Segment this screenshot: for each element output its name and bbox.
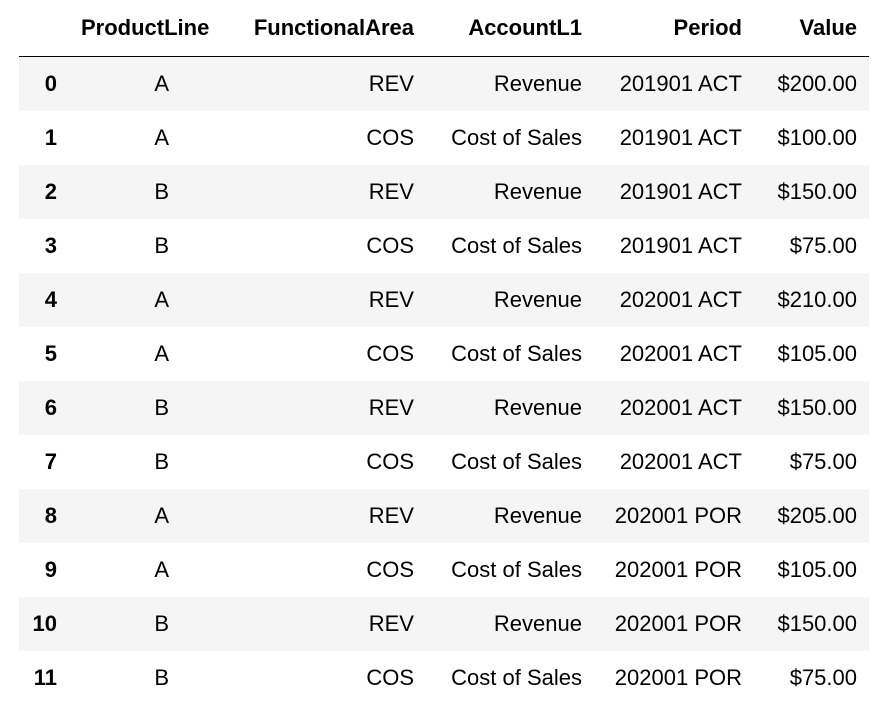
table-row: 3 B COS Cost of Sales 201901 ACT $75.00: [19, 219, 869, 273]
cell-accountl1: Revenue: [493, 70, 582, 96]
table-row: 0 A REV Revenue 201901 ACT $200.00: [19, 56, 869, 111]
cell-accountl1: Revenue: [493, 178, 582, 204]
table-row: 7 B COS Cost of Sales 202001 ACT $75.00: [19, 435, 869, 489]
row-index: 2: [44, 178, 57, 204]
cell-productline: A: [154, 124, 169, 150]
row-index: 6: [44, 394, 57, 420]
row-index: 0: [44, 70, 57, 96]
cell-value: $210.00: [777, 286, 857, 312]
cell-value: $105.00: [777, 556, 857, 582]
cell-period: 202001 POR: [614, 556, 742, 582]
cell-period: 202001 POR: [614, 502, 742, 528]
cell-productline: A: [154, 340, 169, 366]
cell-productline: B: [154, 448, 169, 474]
cell-accountl1: Revenue: [493, 610, 582, 636]
cell-period: 202001 ACT: [619, 394, 742, 420]
cell-accountl1: Cost of Sales: [451, 340, 582, 366]
row-index: 5: [44, 340, 57, 366]
cell-functionalarea: COS: [366, 448, 414, 474]
cell-period: 201901 ACT: [619, 232, 742, 258]
cell-period: 202001 ACT: [619, 340, 742, 366]
cell-productline: A: [154, 286, 169, 312]
cell-accountl1: Cost of Sales: [451, 448, 582, 474]
cell-productline: B: [154, 178, 169, 204]
cell-productline: A: [154, 70, 169, 96]
table-row: 5 A COS Cost of Sales 202001 ACT $105.00: [19, 327, 869, 381]
cell-productline: A: [154, 502, 169, 528]
column-header-accountl1: AccountL1: [426, 0, 594, 57]
cell-productline: A: [154, 556, 169, 582]
cell-functionalarea: COS: [366, 556, 414, 582]
cell-functionalarea: COS: [366, 232, 414, 258]
row-index: 10: [32, 610, 57, 636]
cell-period: 201901 ACT: [619, 178, 742, 204]
cell-functionalarea: REV: [368, 178, 414, 204]
table-row: 4 A REV Revenue 202001 ACT $210.00: [19, 272, 869, 327]
dataframe-output: ProductLine FunctionalArea AccountL1 Per…: [19, 0, 869, 705]
table-row: 9 A COS Cost of Sales 202001 POR $105.00: [19, 543, 869, 597]
column-header-value: Value: [754, 0, 869, 57]
cell-period: 202001 POR: [614, 610, 742, 636]
cell-value: $205.00: [777, 502, 857, 528]
cell-functionalarea: REV: [368, 286, 414, 312]
column-header-functionalarea: FunctionalArea: [221, 0, 426, 57]
cell-value: $105.00: [777, 340, 857, 366]
cell-period: 201901 ACT: [619, 124, 742, 150]
table-row: 8 A REV Revenue 202001 POR $205.00: [19, 488, 869, 543]
row-index: 7: [44, 448, 57, 474]
column-header-productline: ProductLine: [81, 0, 221, 57]
cell-accountl1: Cost of Sales: [451, 556, 582, 582]
cell-value: $150.00: [777, 178, 857, 204]
column-header-period: Period: [594, 0, 754, 57]
cell-value: $75.00: [789, 448, 857, 474]
row-index: 3: [44, 232, 57, 258]
cell-functionalarea: REV: [368, 502, 414, 528]
cell-period: 202001 POR: [614, 664, 742, 690]
table-row: 11 B COS Cost of Sales 202001 POR $75.00: [19, 651, 869, 705]
cell-accountl1: Revenue: [493, 394, 582, 420]
cell-value: $150.00: [777, 610, 857, 636]
table-row: 2 B REV Revenue 201901 ACT $150.00: [19, 164, 869, 219]
cell-accountl1: Revenue: [493, 286, 582, 312]
cell-value: $200.00: [777, 70, 857, 96]
row-index: 8: [44, 502, 57, 528]
table-row: 10 B REV Revenue 202001 POR $150.00: [19, 596, 869, 651]
cell-accountl1: Cost of Sales: [451, 664, 582, 690]
cell-productline: B: [154, 610, 169, 636]
cell-functionalarea: COS: [366, 340, 414, 366]
cell-productline: B: [154, 394, 169, 420]
dataframe-table: ProductLine FunctionalArea AccountL1 Per…: [19, 0, 869, 705]
row-index: 11: [33, 664, 57, 690]
table-row: 6 B REV Revenue 202001 ACT $150.00: [19, 380, 869, 435]
row-index: 9: [44, 556, 57, 582]
cell-productline: B: [154, 232, 169, 258]
cell-value: $75.00: [789, 664, 857, 690]
cell-period: 202001 ACT: [619, 448, 742, 474]
cell-accountl1: Cost of Sales: [451, 124, 582, 150]
cell-functionalarea: REV: [368, 70, 414, 96]
index-header: [19, 0, 81, 57]
cell-period: 202001 ACT: [619, 286, 742, 312]
cell-value: $150.00: [777, 394, 857, 420]
cell-period: 201901 ACT: [619, 70, 742, 96]
cell-value: $100.00: [777, 124, 857, 150]
table-row: 1 A COS Cost of Sales 201901 ACT $100.00: [19, 111, 869, 165]
row-index: 4: [44, 286, 57, 312]
cell-value: $75.00: [789, 232, 857, 258]
table-header: ProductLine FunctionalArea AccountL1 Per…: [19, 0, 869, 57]
cell-functionalarea: COS: [366, 124, 414, 150]
cell-accountl1: Revenue: [493, 502, 582, 528]
cell-productline: B: [154, 664, 169, 690]
header-row: ProductLine FunctionalArea AccountL1 Per…: [19, 0, 869, 57]
cell-functionalarea: REV: [368, 394, 414, 420]
row-index: 1: [44, 124, 57, 150]
cell-accountl1: Cost of Sales: [451, 232, 582, 258]
table-body: 0 A REV Revenue 201901 ACT $200.00 1 A COS Cost o…: [19, 56, 869, 705]
cell-functionalarea: COS: [366, 664, 414, 690]
cell-functionalarea: REV: [368, 610, 414, 636]
